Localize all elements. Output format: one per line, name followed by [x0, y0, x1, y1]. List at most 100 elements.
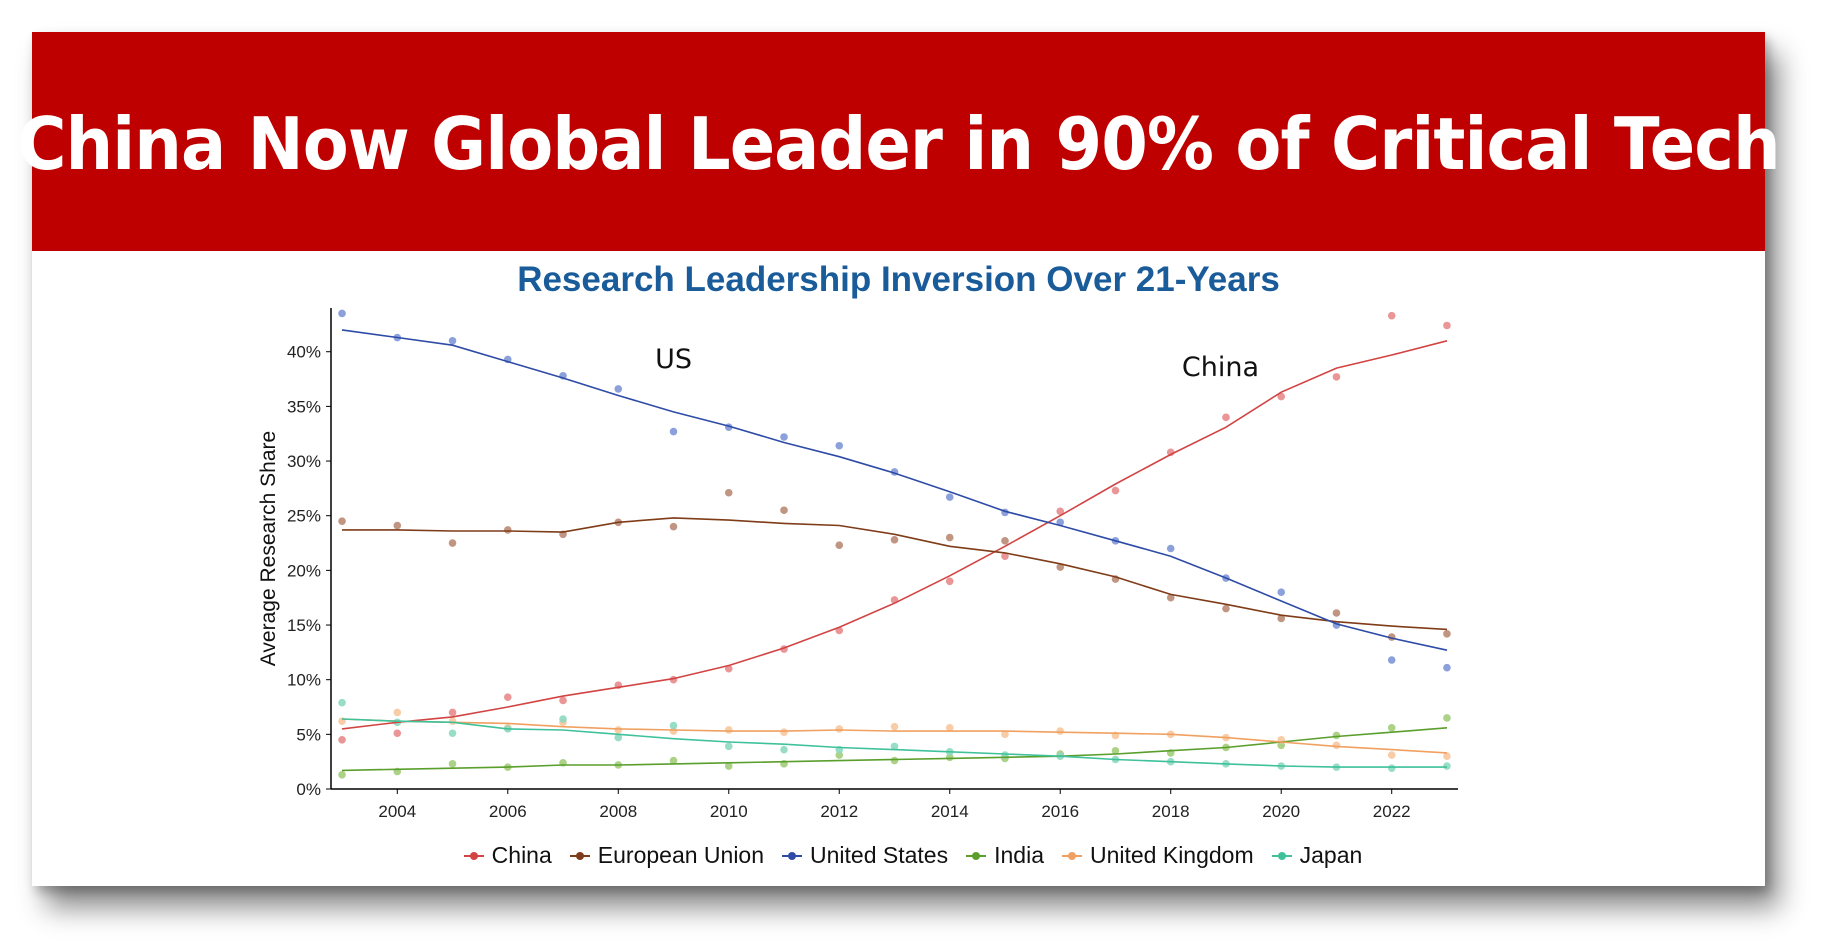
data-point-united-kingdom: [1443, 752, 1451, 761]
trend-line-united-states: [341, 329, 1448, 651]
data-point-china: [1277, 392, 1286, 401]
data-point-india: [1111, 746, 1120, 755]
data-point-china: [1443, 321, 1451, 330]
data-point-china: [338, 736, 346, 744]
y-axis-label: Average Research Share: [257, 431, 280, 666]
y-tick-label: 5%: [296, 725, 321, 744]
legend-swatch-china: [463, 849, 484, 863]
data-point-china: [945, 577, 954, 586]
data-point-india: [1332, 731, 1341, 740]
data-point-india: [835, 751, 844, 759]
legend-label-japan: Japan: [1299, 842, 1363, 868]
x-tick-label: 2004: [378, 802, 416, 821]
data-point-india: [669, 756, 678, 765]
y-tick-label: 35%: [287, 397, 321, 416]
data-point-united-states: [1056, 518, 1065, 527]
data-point-united-states: [1277, 588, 1286, 597]
legend-item-united-states: United States: [782, 842, 948, 869]
data-point-japan: [724, 742, 733, 751]
data-point-european-union: [1001, 537, 1009, 545]
trend-line-china: [341, 340, 1448, 730]
data-point-european-union: [1332, 609, 1341, 617]
data-point-japan: [1443, 762, 1451, 770]
data-point-united-kingdom: [393, 708, 402, 717]
x-tick-label: 2016: [1041, 802, 1079, 821]
chart-legend: China European Union United States India Uni…: [0, 842, 1826, 869]
y-tick-label: 20%: [287, 561, 321, 580]
legend-label-china: China: [491, 842, 552, 868]
y-tick-label: 30%: [287, 452, 321, 471]
trend-line-european-union: [342, 517, 1448, 631]
data-point-united-kingdom: [448, 717, 457, 726]
data-point-united-states: [835, 441, 844, 450]
data-point-united-states: [1166, 544, 1175, 553]
legend-label-india: India: [994, 842, 1044, 868]
x-tick-label: 2010: [710, 802, 748, 821]
data-point-japan: [559, 715, 567, 723]
poster-card: China Now Global Leader in 90% of Critic…: [17, 32, 1781, 886]
y-tick-label: 25%: [287, 507, 321, 526]
data-point-united-kingdom: [724, 726, 733, 734]
trend-line-india: [341, 727, 1448, 772]
data-point-china: [448, 708, 457, 717]
data-point-european-union: [669, 522, 678, 531]
x-tick-label: 2012: [820, 802, 858, 821]
data-point-united-kingdom: [669, 727, 678, 735]
data-point-united-kingdom: [780, 728, 788, 736]
data-point-european-union: [724, 488, 733, 497]
data-point-united-states: [448, 336, 457, 345]
data-point-united-states: [780, 433, 788, 441]
legend-label-united-states: United States: [810, 842, 949, 868]
data-point-india: [448, 760, 457, 768]
data-point-united-kingdom: [890, 722, 899, 731]
data-point-japan: [448, 729, 457, 738]
data-point-india: [1277, 741, 1286, 750]
data-point-japan: [780, 745, 788, 754]
data-point-european-union: [393, 521, 402, 530]
data-point-european-union: [835, 541, 844, 550]
x-tick-label: 2014: [931, 802, 969, 821]
legend-swatch-japan: [1271, 849, 1292, 863]
data-point-japan: [669, 721, 678, 730]
data-point-united-kingdom: [1332, 741, 1341, 750]
data-point-japan: [338, 698, 346, 707]
trend-line-united-kingdom: [341, 718, 1448, 754]
data-point-european-union: [448, 539, 457, 547]
data-point-united-kingdom: [945, 723, 954, 732]
legend-label-united-kingdom: United Kingdom: [1089, 842, 1254, 868]
data-point-united-states: [945, 493, 954, 501]
x-tick-label: 2022: [1373, 802, 1411, 821]
data-point-european-union: [503, 526, 512, 534]
legend-item-european-union: European Union: [569, 842, 764, 869]
data-point-united-states: [1387, 656, 1396, 664]
data-point-india: [890, 756, 899, 765]
data-point-china: [1056, 507, 1065, 516]
legend-swatch-india: [966, 849, 987, 863]
data-point-china: [503, 693, 512, 701]
data-point-european-union: [890, 535, 899, 544]
data-point-european-union: [945, 533, 954, 542]
annotation-us: US: [655, 344, 692, 375]
data-point-united-kingdom: [1056, 727, 1065, 735]
legend-swatch-united-states: [782, 849, 803, 863]
legend-swatch-united-kingdom: [1061, 849, 1082, 863]
data-point-china: [1332, 373, 1341, 381]
data-point-european-union: [338, 517, 346, 525]
data-point-india: [338, 770, 346, 779]
x-tick-label: 2020: [1262, 802, 1300, 821]
chart-title: Research Leadership Inversion Over 21-Ye…: [517, 260, 1280, 299]
data-point-india: [724, 762, 733, 770]
data-point-china: [1001, 552, 1009, 560]
data-point-european-union: [1277, 614, 1286, 623]
headline-banner: China Now Global Leader in 90% of Critic…: [17, 32, 1781, 251]
y-tick-label: 15%: [287, 616, 321, 635]
trend-line-japan: [341, 718, 1447, 768]
data-point-european-union: [1443, 629, 1451, 638]
data-point-united-kingdom: [614, 726, 623, 734]
y-tick-label: 0%: [296, 780, 321, 799]
data-point-european-union: [780, 506, 788, 515]
legend-item-india: India: [966, 842, 1044, 869]
data-point-japan: [890, 742, 899, 751]
data-point-united-kingdom: [835, 725, 844, 733]
